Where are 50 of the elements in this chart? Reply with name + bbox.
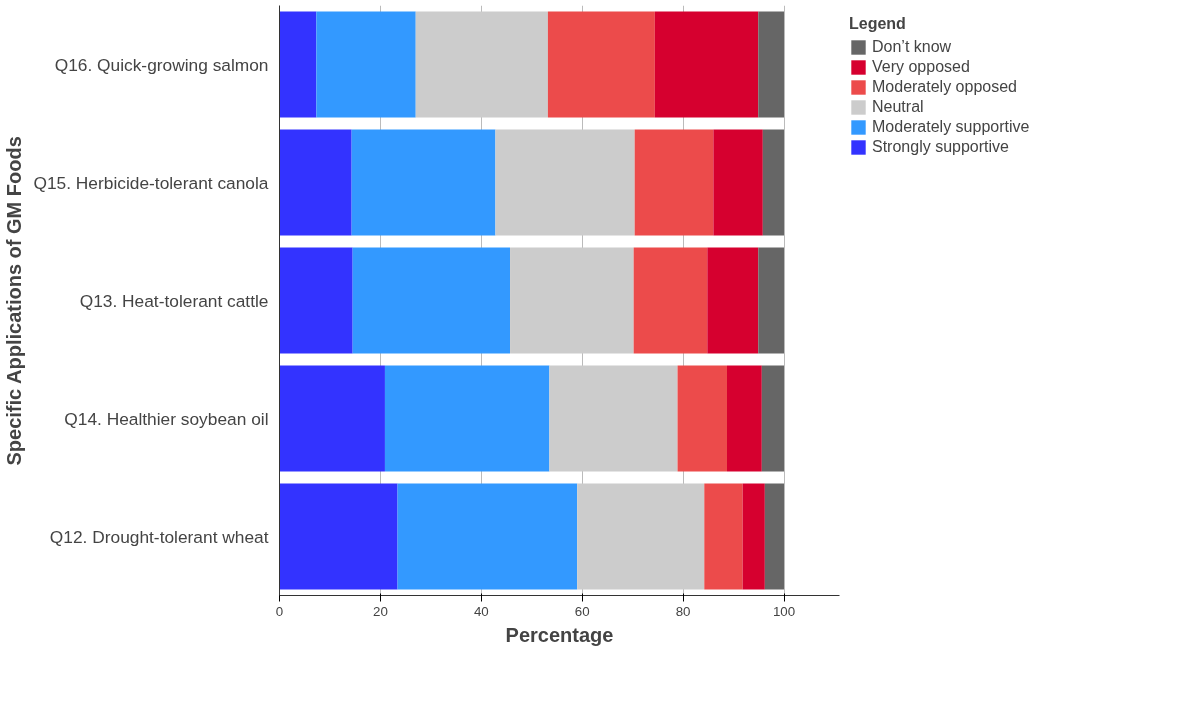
legend-title: Legend: [849, 15, 907, 33]
bar: [495, 129, 635, 236]
bar: [654, 11, 759, 118]
bar: [762, 129, 784, 236]
legend-label: Very opposed: [872, 58, 970, 76]
bar: [397, 483, 578, 590]
x-tick-label: 100: [772, 603, 796, 619]
legend-label: Don’t know: [872, 38, 952, 56]
x-axis-title: Percentage: [505, 623, 614, 646]
bar: [634, 129, 714, 236]
bar: [279, 11, 317, 118]
bar: [415, 11, 548, 118]
bar: [352, 247, 511, 354]
bar: [279, 365, 385, 472]
x-tick-label: 40: [473, 603, 489, 619]
bar: [279, 247, 353, 354]
x-tick-label: 80: [675, 603, 691, 619]
bar: [758, 11, 784, 118]
bar: [761, 365, 784, 472]
legend-label: Moderately opposed: [872, 78, 1017, 96]
y-tick-label: Q16. Quick-growing salmon: [54, 54, 269, 75]
bar: [758, 247, 784, 354]
bar: [713, 129, 763, 236]
bar: [742, 483, 765, 590]
bar: [707, 247, 759, 354]
bar: [351, 129, 496, 236]
x-tick-label: 20: [372, 603, 388, 619]
y-tick-label: Q12. Drought-tolerant wheat: [49, 526, 269, 547]
bar: [577, 483, 705, 590]
bar: [547, 11, 655, 118]
x-tick-label: 0: [275, 603, 284, 619]
legend-label: Strongly supportive: [872, 138, 1009, 156]
x-tick-label: 60: [574, 603, 590, 619]
bar: [279, 129, 352, 236]
bar: [510, 247, 634, 354]
legend-label: Moderately supportive: [872, 118, 1030, 136]
bar: [549, 365, 678, 472]
bar: [279, 483, 398, 590]
y-axis-title: Specific Applications of GM Foods: [3, 136, 26, 466]
y-tick-label: Q14. Healthier soybean oil: [64, 408, 269, 429]
bar: [633, 247, 708, 354]
bar: [316, 11, 416, 118]
bar: [704, 483, 743, 590]
bar: [727, 365, 762, 472]
bar: [677, 365, 727, 472]
y-tick-label: Q15. Herbicide-tolerant canola: [33, 172, 269, 193]
bar: [764, 483, 784, 590]
y-tick-label: Q13. Heat-tolerant cattle: [79, 290, 269, 311]
legend-label: Neutral: [872, 98, 924, 116]
bar: [384, 365, 550, 472]
